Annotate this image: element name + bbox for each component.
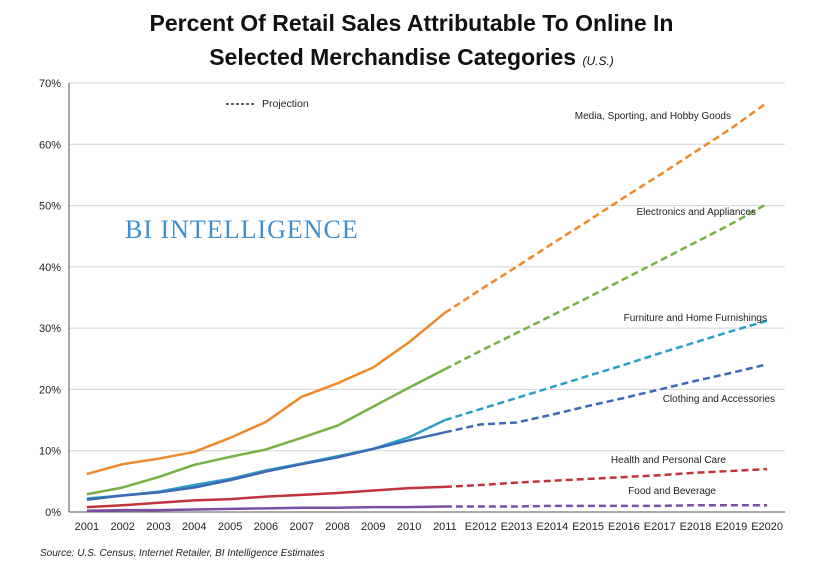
x-tick-label: E2012: [465, 521, 497, 533]
y-tick-label: 40%: [39, 262, 61, 274]
series-line-actual: [86, 418, 446, 500]
series-label: Media, Sporting, and Hobby Goods: [575, 111, 731, 122]
series-line-projection: [444, 504, 768, 508]
x-tick-label: 2005: [218, 521, 242, 533]
x-tick-label: E2016: [608, 521, 640, 533]
y-tick-label: 70%: [39, 78, 61, 90]
y-tick-label: 10%: [39, 446, 61, 458]
grid-lines: [68, 82, 785, 513]
x-tick-label: 2010: [397, 521, 421, 533]
x-tick-label: E2014: [536, 521, 568, 533]
x-tick-label: 2003: [146, 521, 170, 533]
chart-title-line1: Percent Of Retail Sales Attributable To …: [149, 10, 674, 36]
chart-title-2: Selected Merchandise Categories (U.S.): [0, 44, 823, 71]
series-label: Furniture and Home Furnishings: [624, 313, 767, 324]
series-line-actual: [86, 485, 445, 509]
series-line-actual: [86, 368, 446, 496]
x-tick-label: 2002: [110, 521, 134, 533]
x-tick-label: E2017: [644, 521, 676, 533]
series-lines: [86, 101, 768, 513]
x-tick-label: 2011: [433, 521, 457, 533]
series-line-actual: [86, 431, 446, 501]
x-tick-label: 2009: [361, 521, 385, 533]
y-tick-label: 60%: [39, 139, 61, 151]
series-line-actual: [86, 505, 445, 513]
x-tick-label: 2007: [289, 521, 313, 533]
chart-title: Percent Of Retail Sales Attributable To …: [0, 10, 823, 37]
x-tick-label: E2018: [680, 521, 712, 533]
y-tick-label: 0%: [45, 507, 61, 519]
legend: Projection: [226, 98, 309, 110]
source-note: Source: U.S. Census, Internet Retailer, …: [40, 548, 325, 559]
x-tick-label: 2006: [254, 521, 278, 533]
x-tick-label: E2020: [751, 521, 783, 533]
x-tick-label: 2008: [325, 521, 349, 533]
x-tick-label: E2019: [715, 521, 747, 533]
watermark: BI INTELLIGENCE: [125, 215, 359, 244]
y-tick-label: 50%: [39, 201, 61, 213]
series-labels: Media, Sporting, and Hobby Goods Electron…: [575, 111, 775, 497]
series-label: Health and Personal Care: [611, 455, 727, 466]
series-line-projection: [444, 467, 768, 489]
chart-title-line2: Selected Merchandise Categories: [209, 44, 577, 70]
series-line-projection: [444, 319, 768, 422]
y-tick-label: 20%: [39, 384, 61, 396]
chart-title-suffix: (U.S.): [582, 54, 614, 68]
series-label: Electronics and Appliances: [636, 207, 756, 218]
series-line-actual: [86, 311, 446, 476]
x-tick-label: E2013: [501, 521, 533, 533]
x-tick-label: 2001: [75, 521, 99, 533]
legend-projection-label: Projection: [262, 98, 309, 110]
x-tick-label: 2004: [182, 521, 206, 533]
series-label: Food and Beverage: [628, 486, 716, 497]
series-line-projection: [444, 202, 768, 371]
series-label: Clothing and Accessories: [663, 394, 775, 405]
y-tick-label: 30%: [39, 323, 61, 335]
series-line-projection: [444, 101, 768, 314]
x-tick-label: E2015: [572, 521, 604, 533]
x-axis: 2001 2002 2003 2004 2005 2006 2007 2008 2009 2010…: [75, 521, 783, 533]
y-axis: 0% 10% 20% 30% 40% 50% 60% 70%: [39, 78, 61, 519]
